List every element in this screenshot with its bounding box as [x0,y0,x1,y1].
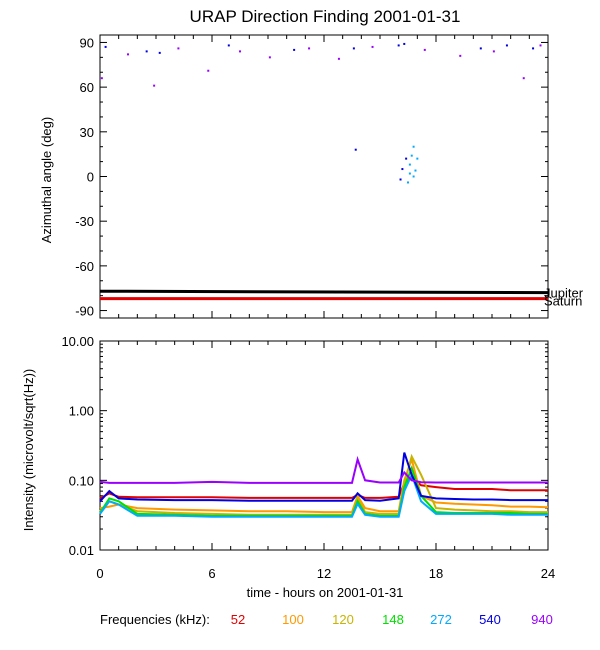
y-tick-label: 90 [80,35,94,50]
scatter-point [408,172,411,175]
x-tick-label: 24 [541,566,555,581]
y-tick-label: 10.00 [61,334,94,349]
intensity-panel: 0.01 0.10 1.00 10.00 0 6 12 18 24 [61,334,555,581]
series-line [99,472,548,518]
legend-item: 940 [531,612,553,627]
chart-title: URAP Direction Finding 2001-01-31 [190,7,461,26]
series-line [99,452,548,502]
y-tick-label: 0 [87,170,94,185]
x-axis-label: time - hours on 2001-01-31 [247,585,404,600]
series-line [99,455,548,484]
scatter-point [532,47,535,50]
scatter-point [371,45,374,48]
scatter-point [239,50,241,53]
y-tick-label: -30 [75,214,94,229]
scatter-point [268,56,271,59]
intensity-plot-frame [99,340,549,551]
scatter-point [414,169,417,172]
scatter-point [403,42,406,45]
legend-item: 540 [479,612,501,627]
legend-item: 100 [282,612,304,627]
scatter-point [177,47,180,50]
reference-line-label: Jupiter [544,286,584,301]
scatter-point [405,157,408,160]
legend-item: 148 [382,612,404,627]
legend-item: 52 [231,612,245,627]
x-tick-label: 18 [429,566,443,581]
y-tick-label: -60 [75,259,94,274]
scatter-point [104,45,107,48]
scatter-point [416,157,419,160]
scatter-point [207,69,210,72]
top-y-axis-label: Azimuthal angle (deg) [39,117,54,243]
scatter-point [158,51,161,54]
scatter-point [227,44,230,47]
scatter-point [479,47,482,50]
scatter-point [408,163,411,166]
scatter-point [153,84,156,87]
x-tick-label: 0 [96,566,103,581]
x-tick-label: 12 [317,566,331,581]
y-tick-label: 60 [80,80,94,95]
series-line [99,455,549,514]
legend-prefix: Frequencies (kHz): [100,612,210,627]
scatter-point [308,47,311,50]
scatter-point [522,77,525,80]
y-tick-label: 0.10 [69,473,94,488]
scatter-point [459,54,462,57]
azimuth-plot-frame [99,34,549,319]
scatter-point [397,44,400,47]
scatter-point [539,44,542,47]
series-line [99,476,548,500]
legend-item: 272 [430,612,452,627]
y-tick-label: -90 [75,304,94,319]
x-tick-label: 6 [208,566,215,581]
scatter-point [100,77,103,80]
frequency-legend: Frequencies (kHz): 52 100 120 148 272 540 940 [100,612,553,627]
series-line [99,453,548,516]
legend-item: 120 [332,612,354,627]
scatter-point [505,44,508,47]
scatter-point [423,48,426,51]
scatter-point [145,50,148,53]
scatter-point [412,145,415,148]
scatter-point [412,175,415,178]
y-tick-label: 0.01 [69,543,94,558]
scatter-point [354,148,357,151]
scatter-point [127,53,129,56]
scatter-point [407,181,409,184]
reference-line [99,289,549,295]
scatter-point [352,47,355,50]
scatter-point [399,178,402,181]
bottom-y-axis-label: Intensity (microvolt/sqrt(Hz)) [21,369,36,532]
y-tick-label: 1.00 [69,404,94,419]
scatter-point [401,168,404,171]
y-tick-label: 30 [80,125,94,140]
scatter-point [337,57,340,60]
reference-line-label: Saturn [544,294,582,309]
scatter-point [293,48,296,51]
scatter-point [492,50,495,53]
scatter-point [410,154,413,157]
